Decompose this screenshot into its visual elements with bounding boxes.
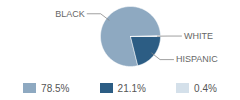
svg-text:BLACK: BLACK [55, 9, 85, 19]
html-text:21.1%: 21.1% [117, 82, 146, 94]
html-text:78.5%: 78.5% [41, 82, 70, 94]
svg-text:WHITE: WHITE [184, 31, 213, 41]
svg-text:HISPANIC: HISPANIC [176, 54, 218, 64]
html-text:0.4%: 0.4% [194, 82, 217, 94]
